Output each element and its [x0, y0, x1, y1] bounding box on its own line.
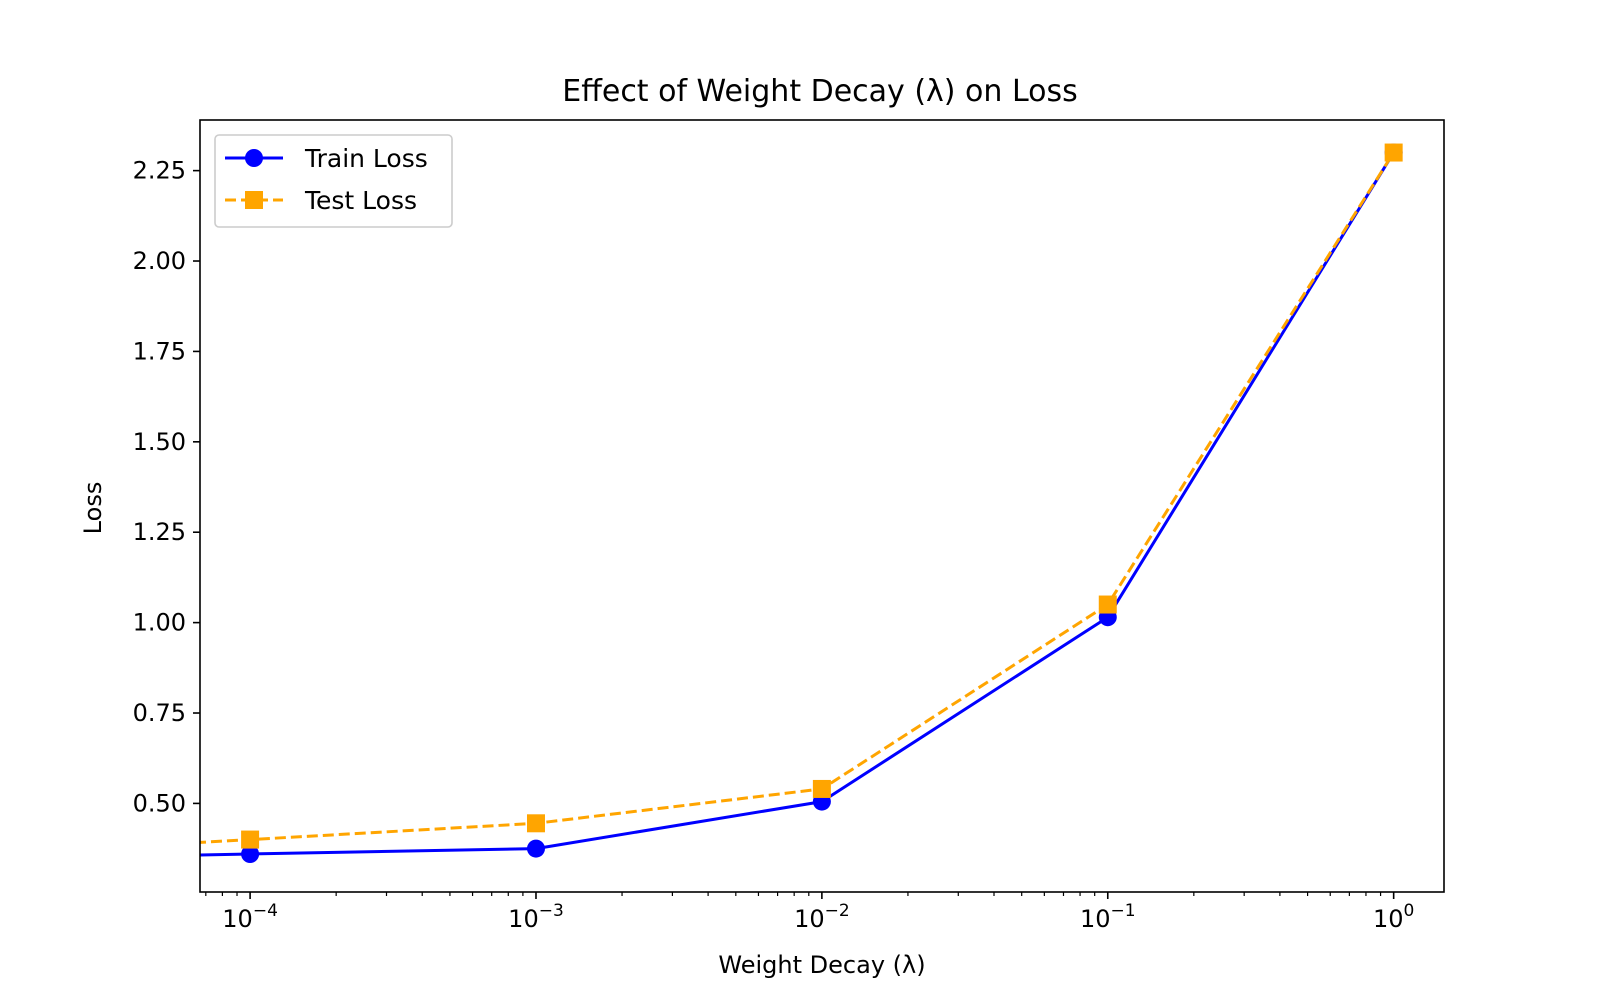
x-tick-label: 100: [1373, 901, 1414, 933]
y-tick-label: 0.75: [133, 699, 186, 727]
legend-marker-train-loss: [245, 149, 263, 167]
data-point-test-loss: [1384, 143, 1403, 162]
y-tick-label: 2.25: [133, 157, 186, 185]
data-point-test-loss: [1098, 595, 1117, 614]
y-tick-label: 0.50: [133, 789, 186, 817]
chart-title: Effect of Weight Decay (λ) on Loss: [562, 74, 1078, 109]
x-axis: 10−4 10−3 10−2 10−1 100: [205, 892, 1414, 933]
data-point-train-loss: [241, 845, 260, 864]
y-tick-label: 1.00: [133, 609, 186, 637]
x-axis-label: Weight Decay (λ): [718, 951, 925, 979]
data-point-test-loss: [241, 830, 260, 849]
plot-area: [199, 119, 1445, 893]
y-tick-label: 1.50: [133, 428, 186, 456]
legend-label-train-loss: Train Loss: [304, 144, 428, 173]
x-tick-label: 10−2: [794, 901, 850, 933]
y-axis-label: Loss: [79, 482, 107, 535]
data-point-test-loss: [812, 779, 831, 798]
data-point-test-loss: [526, 814, 545, 833]
data-point-train-loss: [526, 839, 545, 858]
x-tick-label: 10−4: [222, 901, 278, 933]
legend: Train Loss Test Loss: [214, 134, 453, 228]
x-tick-label: 10−1: [1080, 901, 1136, 933]
series-line-test-loss: [200, 151, 1395, 844]
plot-frame: [199, 119, 1445, 893]
y-axis: 0.50 0.75 1.00 1.25 1.50 1.75 2.00 2.25: [133, 157, 200, 817]
legend-marker-test-loss: [245, 191, 263, 209]
y-tick-label: 1.75: [133, 337, 186, 365]
series-line-train-loss: [200, 151, 1395, 857]
x-tick-label: 10−3: [508, 901, 564, 933]
y-tick-label: 2.00: [133, 247, 186, 275]
legend-label-test-loss: Test Loss: [304, 186, 417, 215]
y-tick-label: 1.25: [133, 518, 186, 546]
